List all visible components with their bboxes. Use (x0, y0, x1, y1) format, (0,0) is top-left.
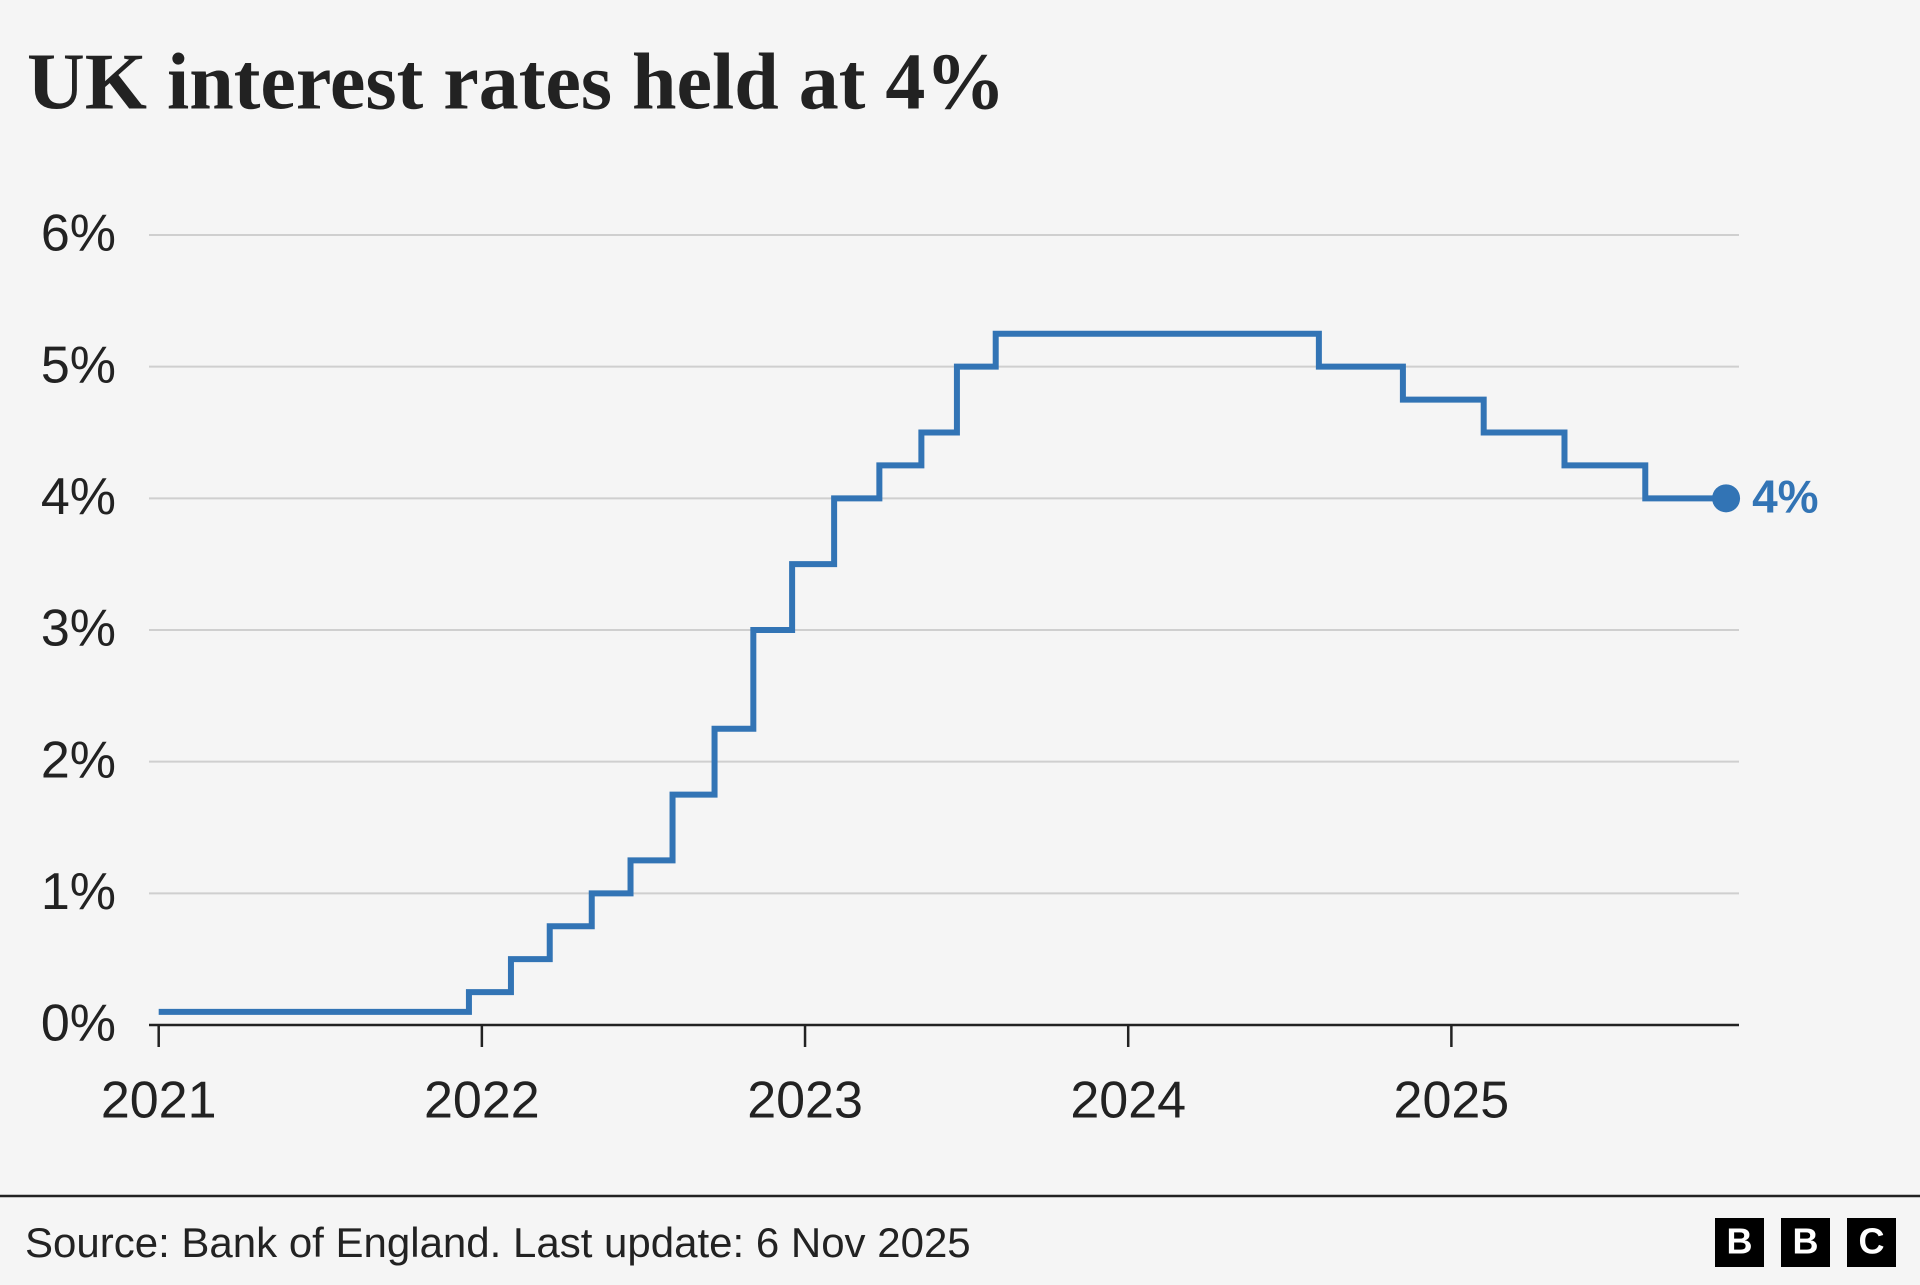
source: Source: Bank of England. Last update: 6 … (25, 1219, 971, 1266)
end-label: 4% (1752, 470, 1818, 522)
logo-letter: B (1793, 1221, 1819, 1262)
x-tick-label: 2023 (747, 1072, 863, 1130)
y-tick-label: 2% (41, 731, 116, 789)
y-tick-label: 3% (41, 600, 116, 658)
x-tick-label: 2024 (1070, 1072, 1186, 1130)
end-dot (1712, 484, 1741, 513)
chart-title: UK interest rates held at 4% (27, 38, 1005, 126)
logo-box (1847, 1218, 1896, 1267)
y-tick-label: 6% (41, 205, 116, 263)
logo-letter: C (1859, 1221, 1885, 1262)
y-tick-label: 4% (41, 468, 116, 526)
logo-letter: B (1727, 1221, 1753, 1262)
x-tick-label: 2021 (101, 1072, 217, 1130)
logo-box (1715, 1218, 1764, 1267)
x-tick-label: 2022 (424, 1072, 540, 1130)
x-tick-label: 2025 (1394, 1072, 1510, 1130)
logo-box (1781, 1218, 1830, 1267)
y-tick-label: 1% (41, 863, 116, 921)
logo: B B C (1715, 1218, 1896, 1267)
y-tick-label: 0% (41, 995, 116, 1053)
y-tick-label: 5% (41, 336, 116, 394)
rate-line (158, 330, 1727, 1015)
